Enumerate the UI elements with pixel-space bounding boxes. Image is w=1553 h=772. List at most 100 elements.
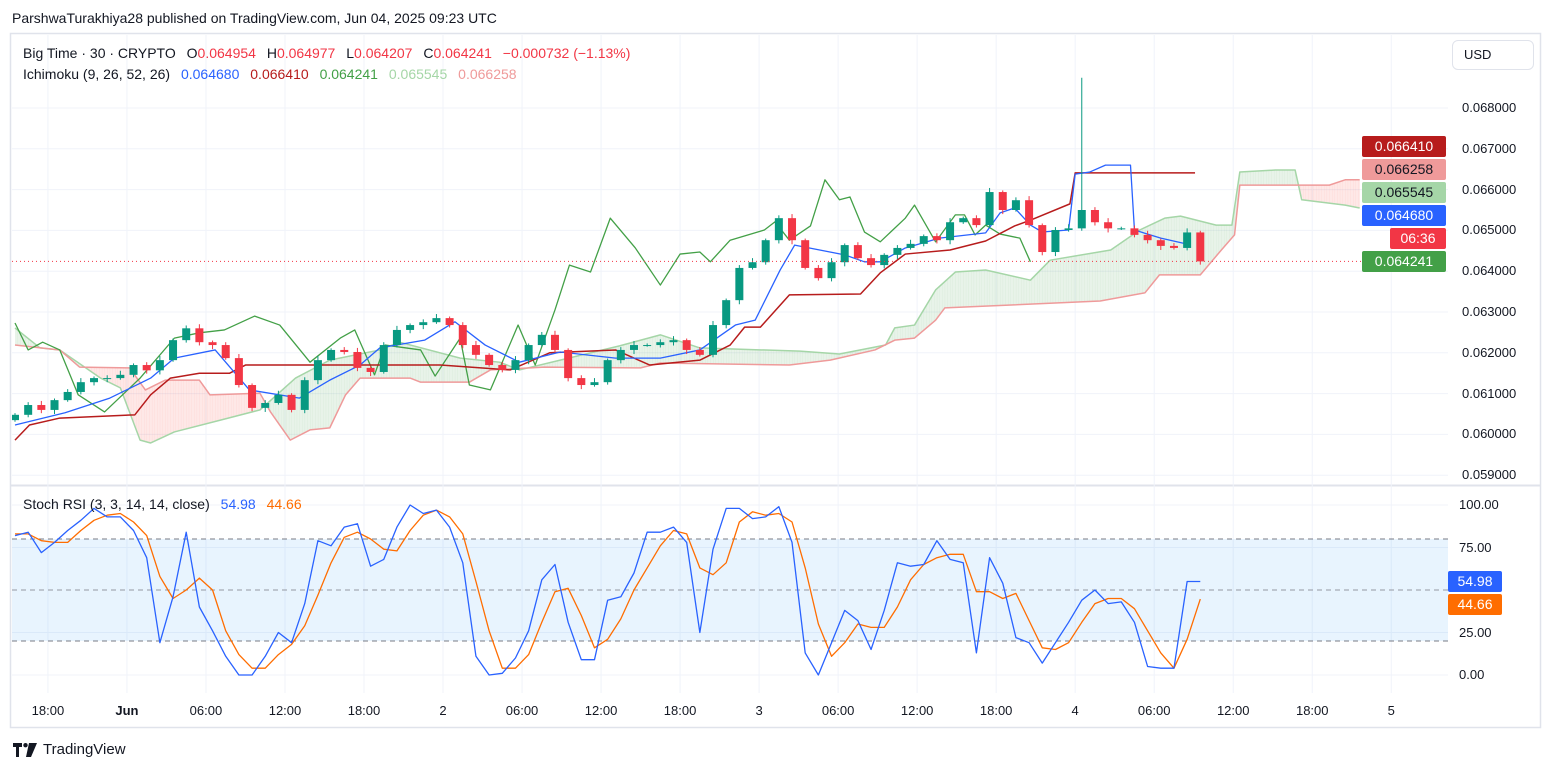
ichimoku-name[interactable]: Ichimoku (9, 26, 52, 26) <box>23 66 171 82</box>
cloud-segment <box>1147 225 1151 290</box>
candle <box>12 413 19 422</box>
cloud-segment <box>336 358 340 415</box>
time-axis-label: 12:00 <box>584 703 618 718</box>
cloud-segment <box>979 270 982 307</box>
span-a-line <box>14 169 1360 444</box>
cloud-segment <box>1353 179 1357 208</box>
candle-body <box>208 342 217 346</box>
candle-body <box>946 222 955 241</box>
time-axis-label: 12:00 <box>1216 703 1250 718</box>
cloud-segment <box>889 332 893 343</box>
chart-frame <box>9 32 1542 729</box>
cloud-segment <box>112 367 116 386</box>
candle <box>1104 218 1113 233</box>
cloud-segment <box>944 279 948 308</box>
candle <box>1117 226 1126 230</box>
cloud-segment <box>557 360 561 368</box>
cloud-segment <box>1060 257 1064 303</box>
stoch-axis-label: 0.00 <box>1459 667 1485 682</box>
candle <box>498 362 507 373</box>
symbol-legend: Big Time · 30 · CRYPTO O0.064954 H0.0649… <box>23 45 630 61</box>
candle-body <box>261 402 270 408</box>
cloud-segment <box>1116 244 1119 299</box>
candle <box>234 354 243 388</box>
candle-body <box>471 345 480 355</box>
cloud-segment <box>807 351 811 363</box>
candle-body <box>643 345 652 347</box>
candle <box>788 214 797 245</box>
candle <box>629 340 638 355</box>
price-axis-label: 0.068000 <box>1462 100 1517 115</box>
candle <box>208 340 217 350</box>
candle <box>669 336 678 346</box>
cloud-segment <box>765 350 769 365</box>
stoch-rsi-name[interactable]: Stoch RSI (3, 3, 14, 14, close) <box>23 496 210 512</box>
cloud-segment <box>1015 276 1019 305</box>
cloud-segment <box>99 367 103 379</box>
cloud-segment <box>207 391 211 424</box>
candle <box>1156 238 1165 250</box>
cloud-segment <box>457 357 461 383</box>
cloud-segment <box>1137 229 1141 295</box>
candle-body <box>129 365 138 375</box>
candle-body <box>1051 229 1060 253</box>
cloud-segment <box>1118 242 1122 298</box>
candle <box>880 253 889 269</box>
cloud-segment <box>151 385 155 443</box>
span-b-value: 0.066258 <box>458 66 517 82</box>
cloud-segment <box>1329 184 1333 204</box>
cloud-segment <box>1073 255 1077 303</box>
symbol-name[interactable]: Big Time · 30 · CRYPTO <box>23 45 176 61</box>
cloud-segment <box>744 349 748 365</box>
cloud-segment <box>1034 273 1038 304</box>
cloud-segment <box>554 360 558 368</box>
cloud-segment <box>726 348 730 365</box>
cloud-segment <box>167 380 171 436</box>
cloud-segment <box>786 350 790 366</box>
cloud-segment <box>225 394 229 419</box>
candle-body <box>603 360 612 383</box>
cloud-segment <box>923 305 927 331</box>
candle <box>37 400 46 414</box>
cloud-segment <box>475 359 479 379</box>
cloud-segment <box>144 388 147 442</box>
stoch-axis-label: 25.00 <box>1459 624 1492 640</box>
candle-body <box>1011 200 1020 210</box>
candle-body <box>669 340 678 343</box>
price-tag: 06:36 <box>1390 227 1446 249</box>
tradingview-footer[interactable]: TradingView <box>13 741 126 758</box>
cloud-segment <box>1334 182 1338 205</box>
cloud-segment <box>1052 259 1056 304</box>
cloud-segment <box>907 325 911 339</box>
cloud-segment <box>560 359 564 368</box>
candle <box>379 342 388 374</box>
cloud-segment <box>1063 257 1067 303</box>
cloud-segment <box>1279 170 1283 186</box>
cloud-segment <box>410 344 414 380</box>
cloud-segment <box>897 327 901 340</box>
time-axis-label: 12:00 <box>900 703 934 718</box>
cloud-segment <box>407 344 411 379</box>
cloud-segment <box>736 349 740 365</box>
candle <box>155 356 164 375</box>
cloud-segment <box>375 350 379 379</box>
tenkan-value: 0.064680 <box>180 66 240 82</box>
cloud-segment <box>1337 181 1341 205</box>
candle <box>182 325 191 343</box>
candle <box>524 343 533 365</box>
cloud-segment <box>963 271 967 308</box>
candle <box>564 348 573 382</box>
cloud-segment <box>1081 254 1085 302</box>
cloud-segment <box>992 271 996 306</box>
cloud-segment <box>792 350 795 365</box>
cloud-segment <box>1332 183 1335 204</box>
cloud-segment <box>157 382 161 440</box>
currency-button[interactable]: USD <box>1452 40 1534 70</box>
candle <box>656 339 665 348</box>
candle-body <box>445 318 454 326</box>
cloud-segment <box>270 398 274 416</box>
span-a-value: 0.065545 <box>388 66 448 82</box>
cloud-segment <box>1255 170 1259 186</box>
time-axis-label: Jun <box>115 703 139 718</box>
